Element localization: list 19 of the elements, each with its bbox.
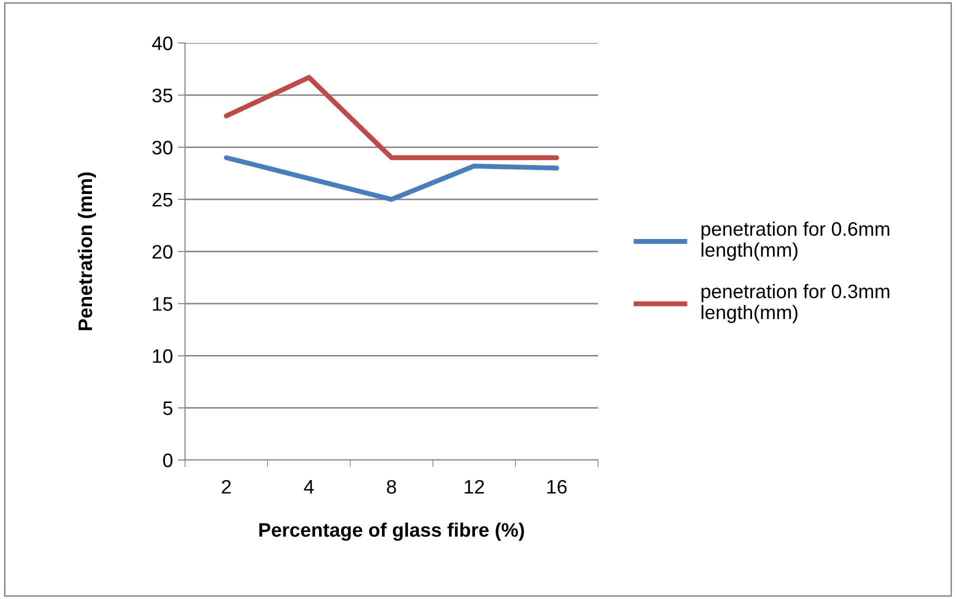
y-tick-label: 25 [152, 192, 172, 207]
legend-label: penetration for 0.3mm length(mm) [702, 284, 890, 324]
y-tick-label: 10 [153, 349, 172, 363]
x-tick-label: 8 [386, 480, 396, 494]
legend-label: penetration for 0.6mm length(mm) [702, 222, 890, 261]
y-axis-title: Penetration (mm) [78, 172, 96, 330]
y-tick-label: 20 [152, 244, 172, 259]
x-tick-label: 4 [304, 480, 314, 494]
x-axis-title: Percentage of glass fibre (%) [259, 522, 524, 541]
y-tick-label: 30 [152, 140, 172, 154]
y-tick-label: 15 [153, 297, 172, 311]
y-tick-label: 40 [152, 36, 172, 50]
y-tick-label: 0 [163, 453, 172, 468]
x-tick-label: 12 [464, 480, 484, 494]
line-series [224, 155, 560, 202]
x-tick-label: 2 [222, 480, 231, 494]
y-tick-label: 5 [163, 402, 172, 416]
x-tick-label: 16 [547, 480, 567, 494]
y-tick-label: 35 [152, 88, 172, 102]
